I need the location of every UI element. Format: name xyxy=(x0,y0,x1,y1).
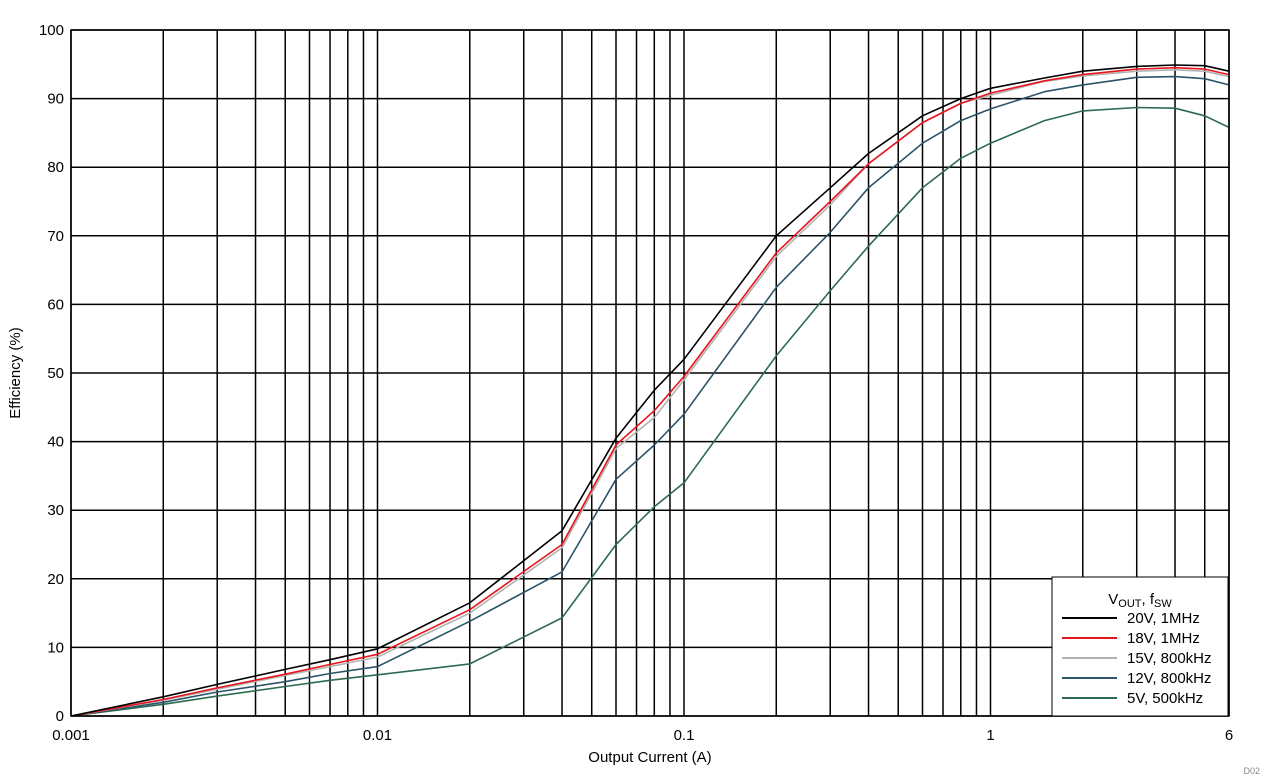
legend-label: 18V, 1MHz xyxy=(1127,630,1200,647)
y-axis-title: Efficiency (%) xyxy=(7,327,24,418)
x-tick-label: 6 xyxy=(1225,727,1233,744)
series-line-12v-800khz xyxy=(70,75,1230,717)
legend-label: 5V, 500kHz xyxy=(1127,690,1203,707)
x-tick-label: 1 xyxy=(986,727,994,744)
series-line-18v-1mhz xyxy=(70,66,1230,717)
legend-label: 20V, 1MHz xyxy=(1127,610,1200,627)
series-lines xyxy=(70,64,1230,717)
x-tick-label: 0.1 xyxy=(674,727,695,744)
y-tick-label: 50 xyxy=(47,365,64,382)
y-tick-label: 70 xyxy=(47,228,64,245)
y-tick-label: 10 xyxy=(47,639,64,656)
series-line-15v-800khz xyxy=(70,69,1230,717)
figure-id-footnote: D02 xyxy=(1243,766,1260,776)
x-tick-labels: 0.001 0.01 0.1 1 6 xyxy=(52,727,1233,744)
legend-box xyxy=(1051,576,1229,717)
y-tick-label: 30 xyxy=(47,502,64,519)
series-line-20v-1mhz xyxy=(70,64,1230,717)
y-tick-label: 40 xyxy=(47,434,64,451)
y-tick-label: 90 xyxy=(47,91,64,108)
legend-label: 15V, 800kHz xyxy=(1127,650,1212,667)
x-tick-label: 0.001 xyxy=(52,727,90,744)
y-tick-label: 20 xyxy=(47,571,64,588)
legend-title: VOUT, fSW xyxy=(1108,591,1172,610)
y-tick-label: 60 xyxy=(47,296,64,313)
legend-entries: 20V, 1MHz 18V, 1MHz 15V, 800kHz 12V, 800kHz… xyxy=(1062,610,1212,707)
y-tick-label: 100 xyxy=(39,22,64,39)
series-line-5v-500khz xyxy=(70,106,1230,717)
legend-label: 12V, 800kHz xyxy=(1127,670,1212,687)
plot-frame xyxy=(70,29,1230,717)
x-axis-title: Output Current (A) xyxy=(588,749,711,766)
x-tick-label: 0.01 xyxy=(363,727,392,744)
y-tick-labels: 0 10 20 30 40 50 60 70 80 90 100 xyxy=(39,22,64,725)
legend: VOUT, fSW 20V, 1MHz 18V, 1MHz 15V, 800kHz 1… xyxy=(1051,576,1229,717)
y-tick-label: 80 xyxy=(47,159,64,176)
y-tick-label: 0 xyxy=(56,708,64,725)
